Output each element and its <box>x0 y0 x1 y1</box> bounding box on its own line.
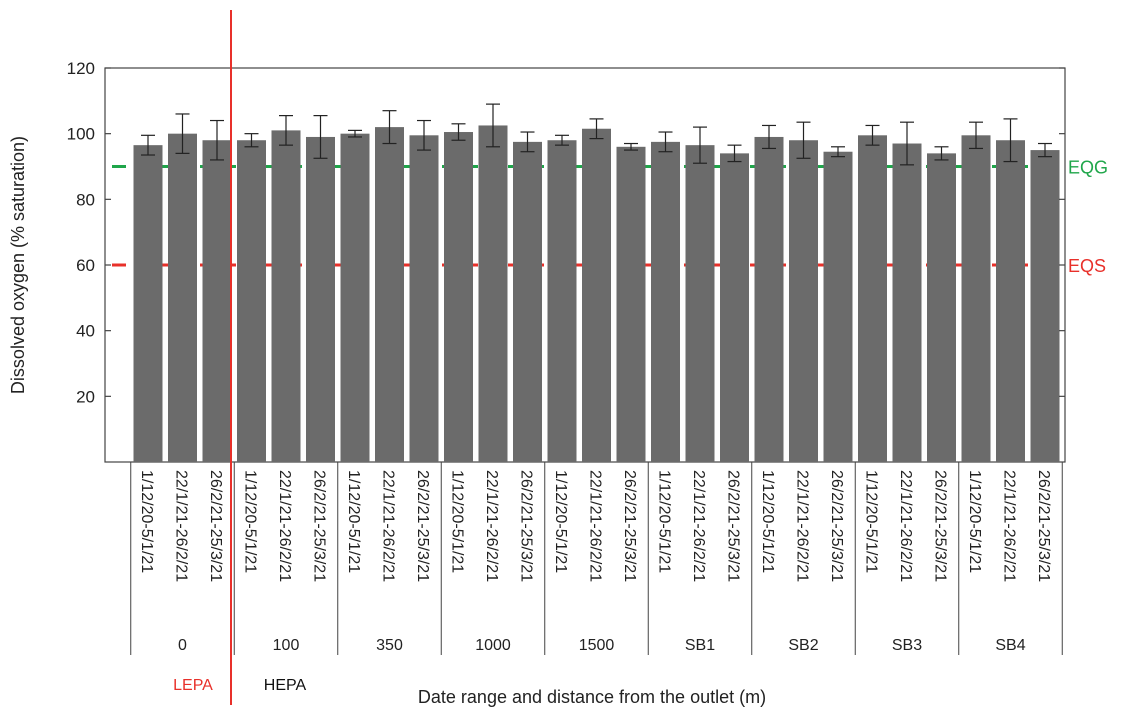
category-label: 26/2/21-25/3/21 <box>518 470 535 582</box>
bar <box>444 132 473 462</box>
bar <box>823 151 853 462</box>
y-axis: 20 40 60 80 100 120 <box>67 59 1065 406</box>
bar <box>996 140 1025 462</box>
y-tick-label: 40 <box>76 322 95 341</box>
bars <box>133 125 1060 463</box>
x-axis: 1/12/20-5/1/21 22/1/21-26/2/21 26/2/21-25/… <box>130 462 1063 655</box>
category-label: 22/1/21-26/2/21 <box>173 470 190 582</box>
category-label: 26/2/21-25/3/21 <box>207 470 224 582</box>
bar <box>271 130 301 462</box>
bar <box>202 140 232 462</box>
bar <box>892 143 922 462</box>
category-label: 1/12/20-5/1/21 <box>552 470 569 573</box>
bar <box>478 125 508 462</box>
group-label: 350 <box>376 637 403 654</box>
category-label: 1/12/20-5/1/21 <box>242 470 259 573</box>
category-label: 22/1/21-26/2/21 <box>276 470 293 582</box>
error-bars <box>141 103 1052 166</box>
bar <box>168 133 197 462</box>
category-label: 22/1/21-26/2/21 <box>587 470 604 582</box>
bar <box>133 145 163 463</box>
category-label: 26/2/21-25/3/21 <box>828 470 845 582</box>
category-label: 1/12/20-5/1/21 <box>759 470 776 573</box>
category-label: 26/2/21-25/3/21 <box>621 470 638 582</box>
bar <box>375 127 404 462</box>
category-label: 22/1/21-26/2/21 <box>690 470 707 582</box>
group-label: SB3 <box>892 637 922 654</box>
category-label: 1/12/20-5/1/21 <box>966 470 983 573</box>
bar <box>651 141 680 462</box>
category-label: 22/1/21-26/2/21 <box>380 470 397 582</box>
bar <box>616 146 646 463</box>
category-label: 1/12/20-5/1/21 <box>656 470 673 573</box>
ref-label-eqs: EQS <box>1068 256 1106 276</box>
group-label: SB2 <box>788 637 818 654</box>
group-label: SB4 <box>995 637 1025 654</box>
bar <box>513 141 542 462</box>
category-label: 1/12/20-5/1/21 <box>863 470 880 573</box>
category-label: 22/1/21-26/2/21 <box>483 470 500 582</box>
zone-label-hepa: HEPA <box>264 677 307 694</box>
category-label: 26/2/21-25/3/21 <box>932 470 949 582</box>
category-label: 1/12/20-5/1/21 <box>345 470 362 573</box>
group-label: SB1 <box>685 637 715 654</box>
category-label: 22/1/21-26/2/21 <box>897 470 914 582</box>
bar <box>927 153 956 462</box>
bar <box>1030 150 1060 463</box>
ref-label-eqg: EQG <box>1068 158 1108 178</box>
category-label: 22/1/21-26/2/21 <box>1001 470 1018 582</box>
group-label: 1500 <box>579 637 615 654</box>
bar <box>306 136 335 462</box>
y-tick-label: 20 <box>76 387 95 406</box>
bar <box>720 153 749 462</box>
category-label: 26/2/21-25/3/21 <box>414 470 431 582</box>
bar <box>858 135 887 462</box>
x-axis-title: Date range and distance from the outlet … <box>418 687 766 707</box>
y-axis-title: Dissolved oxygen (% saturation) <box>8 136 28 394</box>
bar <box>582 128 611 462</box>
category-label: 26/2/21-25/3/21 <box>725 470 742 582</box>
bar <box>685 145 715 463</box>
y-tick-label: 60 <box>76 256 95 275</box>
bar <box>237 140 266 462</box>
group-label: 1000 <box>475 637 511 654</box>
group-label: 100 <box>273 637 300 654</box>
y-tick-label: 100 <box>67 125 95 144</box>
category-label: 22/1/21-26/2/21 <box>794 470 811 582</box>
y-tick-label: 120 <box>67 59 95 78</box>
category-label: 26/2/21-25/3/21 <box>311 470 328 582</box>
zone-label-lepa: LEPA <box>173 677 213 694</box>
category-label: 1/12/20-5/1/21 <box>138 470 155 573</box>
category-label: 26/2/21-25/3/21 <box>1035 470 1052 582</box>
bar <box>789 140 818 462</box>
bar <box>961 135 991 462</box>
y-tick-label: 80 <box>76 190 95 209</box>
bar <box>754 136 784 462</box>
bar <box>547 140 577 462</box>
category-label: 1/12/20-5/1/21 <box>449 470 466 573</box>
bar <box>409 135 439 462</box>
group-label: 0 <box>178 637 187 654</box>
bar <box>340 133 370 462</box>
